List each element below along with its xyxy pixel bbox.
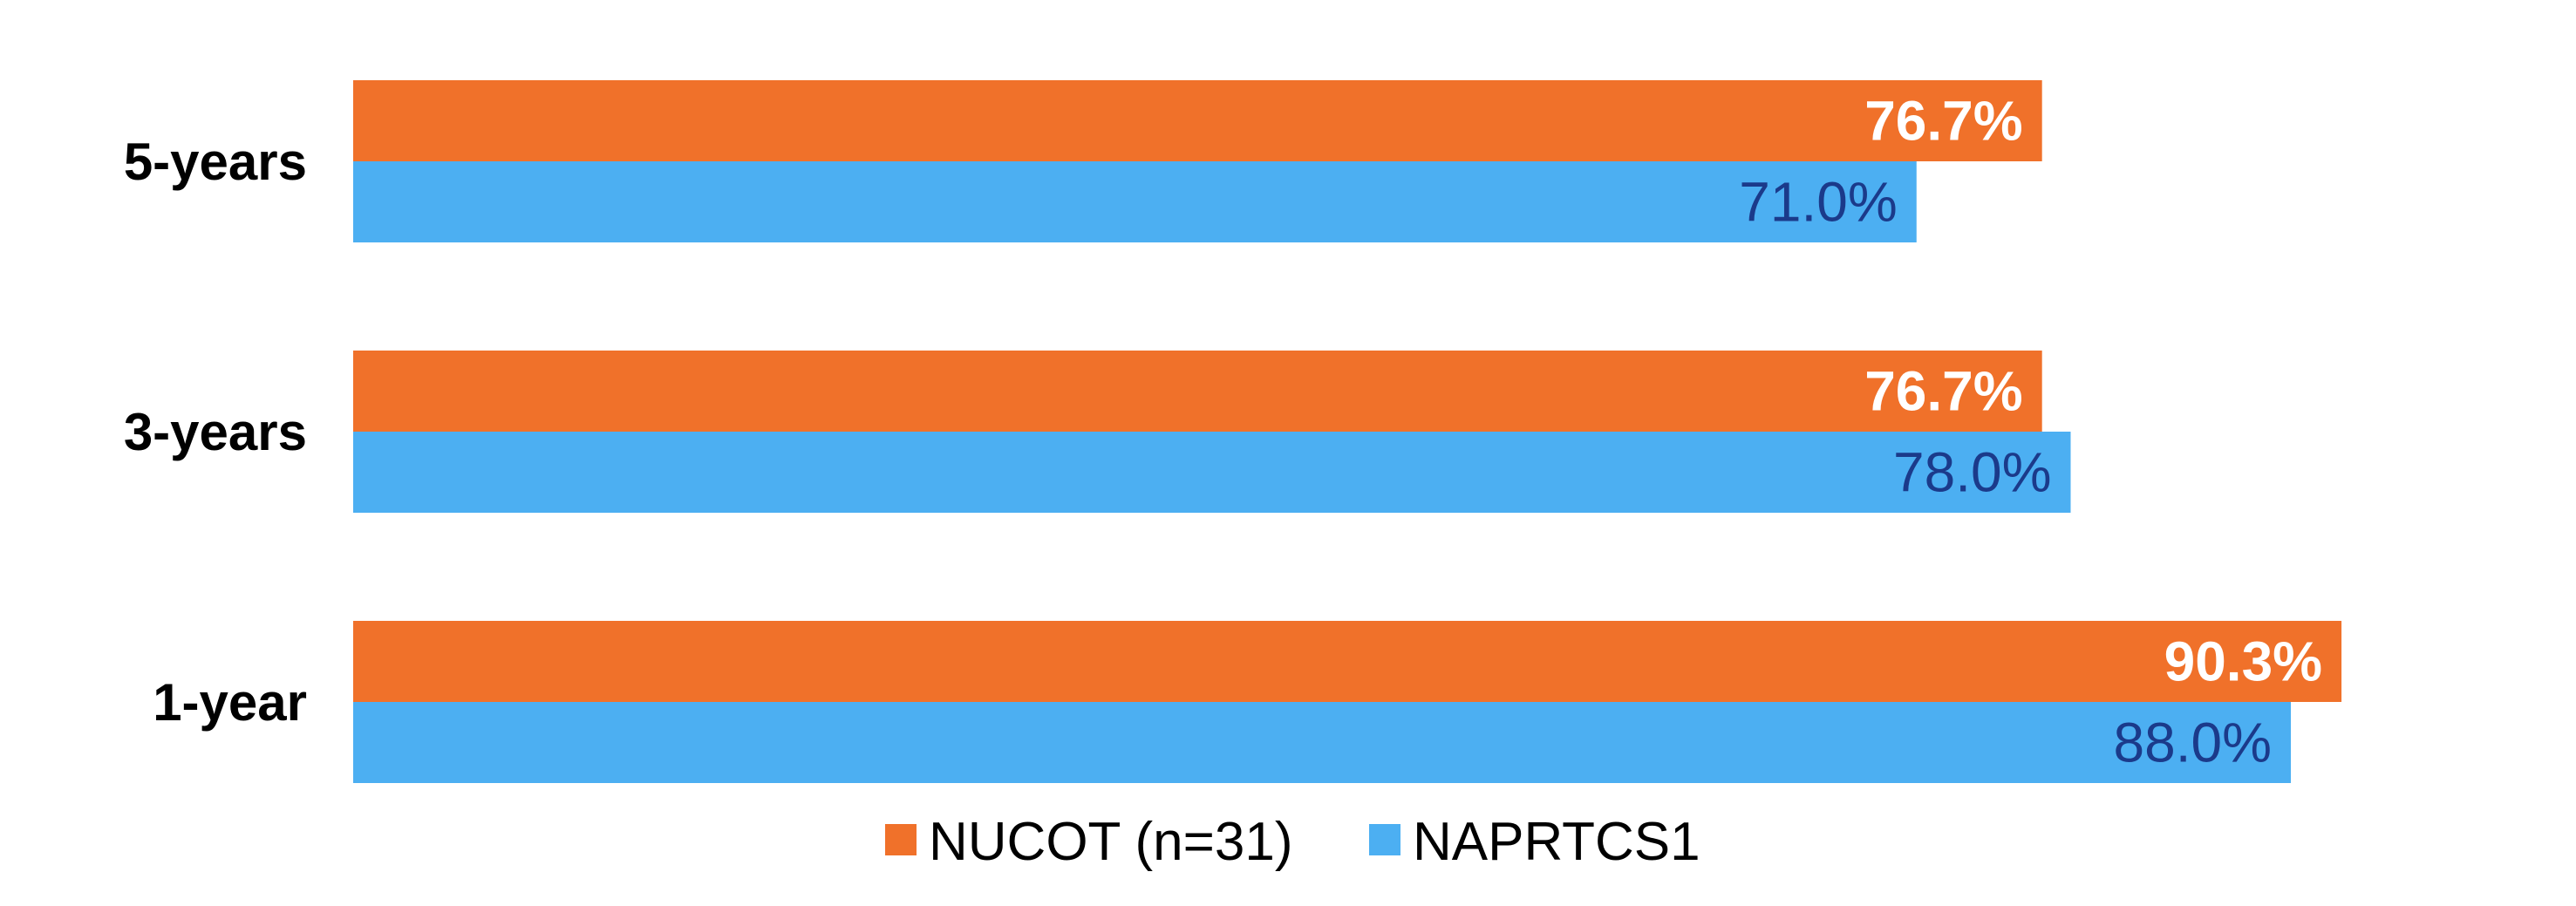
bar-nucot-3-years <box>353 351 2042 432</box>
legend: NUCOT (n=31) NAPRTCS1 <box>885 812 1700 872</box>
value-label-naprtcs1-5-years: 71.0% <box>1739 171 1897 234</box>
legend-swatch-nucot <box>885 824 917 855</box>
category-label-3-years: 3-years <box>124 403 307 461</box>
value-label-nucot-3-years: 76.7% <box>1864 360 2022 423</box>
bar-naprtcs1-3-years <box>353 432 2071 513</box>
bars-layer <box>353 80 2342 783</box>
category-labels: 5-years 3-years 1-year <box>124 133 307 732</box>
category-label-1-year: 1-year <box>153 673 307 732</box>
value-label-naprtcs1-1-year: 88.0% <box>2114 712 2272 774</box>
value-label-nucot-5-years: 76.7% <box>1864 90 2022 153</box>
value-label-naprtcs1-3-years: 78.0% <box>1893 441 2051 504</box>
bar-naprtcs1-1-year <box>353 702 2291 783</box>
bar-nucot-5-years <box>353 80 2042 161</box>
value-label-nucot-1-year: 90.3% <box>2164 630 2322 693</box>
bar-nucot-1-year <box>353 621 2342 702</box>
category-label-5-years: 5-years <box>124 133 307 191</box>
bar-naprtcs1-5-years <box>353 161 1917 242</box>
legend-label-nucot: NUCOT (n=31) <box>929 812 1292 872</box>
legend-swatch-naprtcs1 <box>1369 824 1400 855</box>
legend-label-naprtcs1: NAPRTCS1 <box>1413 812 1700 872</box>
value-labels: 76.7% 71.0% 76.7% 78.0% 90.3% 88.0% <box>1739 90 2322 774</box>
